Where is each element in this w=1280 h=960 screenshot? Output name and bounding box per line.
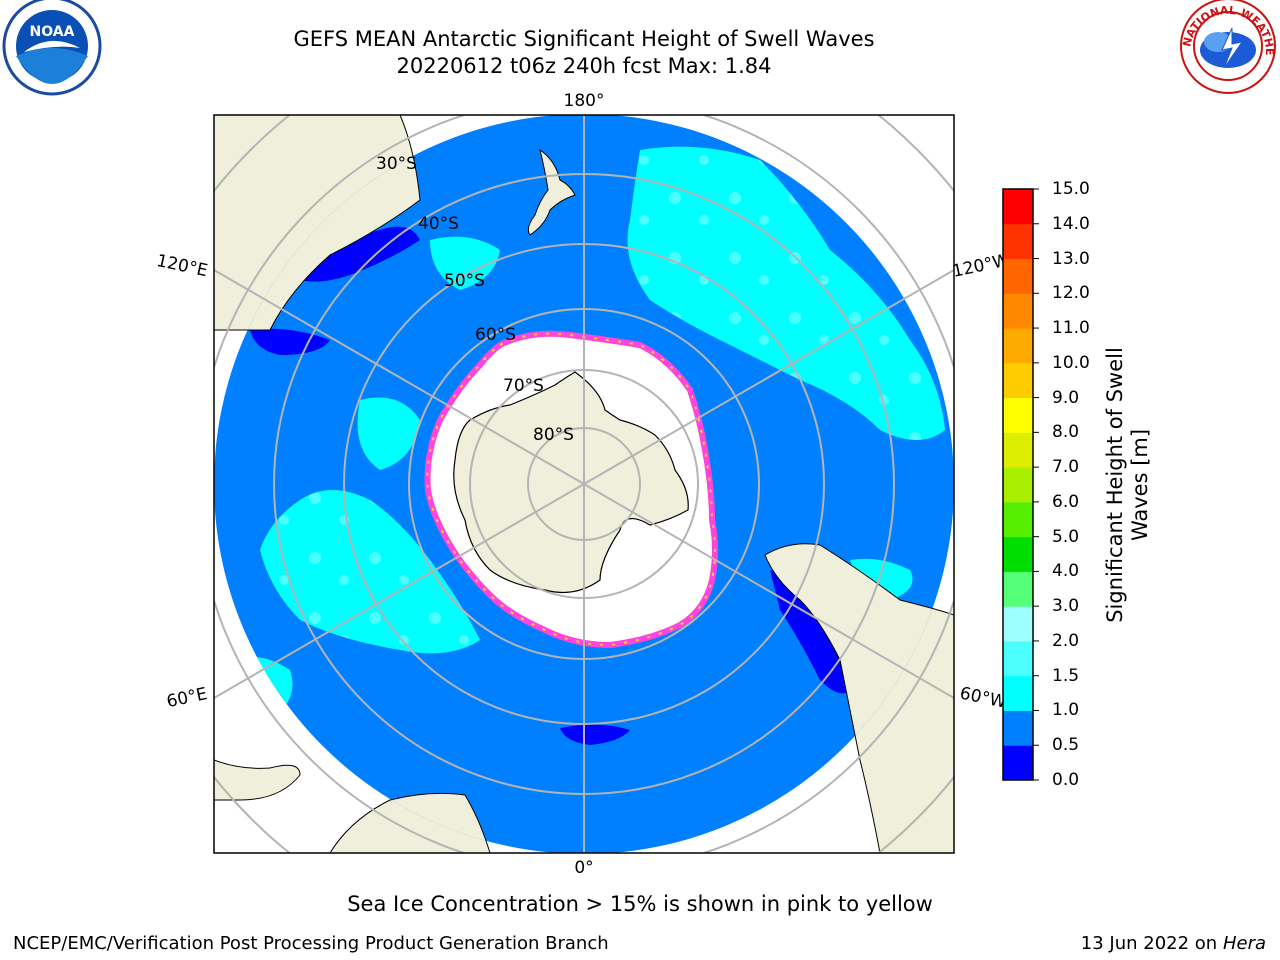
map-subtitle: 20220612 t06z 240h fcst Max: 1.84 [396,54,772,78]
colorbar-tick-label: 0.5 [1052,735,1080,756]
nws-logo-text: NATIONAL WEATHER SERVICE [0,0,1276,56]
colorbar-swatch [1003,536,1033,572]
noaa-logo-text: NOAA [30,24,75,40]
lon-label-60w: 60°W [958,683,1008,712]
colorbar-tick-label: 14.0 [1052,213,1090,234]
colorbar-swatch [1003,397,1033,433]
colorbar-swatch [1003,467,1033,503]
colorbar [1002,188,1039,781]
colorbar-tick-label: 15.0 [1052,179,1090,199]
colorbar-swatch [1003,293,1033,329]
colorbar-swatch [1003,710,1033,746]
colorbar-swatch [1003,606,1033,642]
colorbar-tick-label: 6.0 [1052,491,1080,512]
nws-logo: NATIONAL WEATHER SERVICE [0,0,1276,94]
sea-ice-note: Sea Ice Concentration > 15% is shown in … [347,892,933,916]
colorbar-tick-label: 9.0 [1052,387,1080,408]
colorbar-tick-label: 7.0 [1052,457,1080,478]
lat-label-50s: 50°S [444,271,485,291]
colorbar-swatch [1003,328,1033,364]
lat-label-60s: 60°S [475,325,516,345]
colorbar-tick-label: 5.0 [1052,526,1080,547]
colorbar-label-line2: Waves [m] [1128,428,1152,542]
noaa-logo: NOAA [2,0,102,96]
lon-label-0: 0° [574,858,593,878]
colorbar-swatch [1003,745,1033,781]
colorbar-swatch [1003,571,1033,607]
lat-label-70s: 70°S [503,376,544,396]
map-frame [213,114,955,854]
colorbar-swatch [1003,675,1033,711]
date-text: 13 Jun 2022 on Hera [1081,933,1266,954]
colorbar-tick-label: 2.0 [1052,630,1080,651]
machine-name: Hera [1222,933,1266,954]
lon-label-120e: 120°E [155,251,210,281]
colorbar-tick-label: 10.0 [1052,352,1090,373]
lat-label-40s: 40°S [418,214,459,234]
colorbar-tick-label: 11.0 [1052,318,1090,339]
colorbar-tick-label: 12.0 [1052,283,1090,304]
colorbar-label: Significant Height of Swell Waves [m] [1103,347,1153,623]
lat-label-80s: 80°S [533,425,574,445]
colorbar-swatch [1003,501,1033,538]
colorbar-swatch [1003,432,1033,468]
colorbar-label-line1: Significant Height of Swell [1103,347,1127,623]
colorbar-tick-label: 8.0 [1052,422,1080,443]
colorbar-tick-label: 0.0 [1052,770,1080,790]
colorbar-swatch [1003,640,1033,677]
colorbar-tick-label: 4.0 [1052,561,1080,582]
lon-label-180: 180° [564,91,605,111]
lat-label-30s: 30°S [376,154,417,174]
colorbar-swatch [1003,362,1033,399]
colorbar-tick-label: 1.5 [1052,665,1080,686]
colorbar-tick-label: 3.0 [1052,596,1080,617]
colorbar-tick-label: 1.0 [1052,700,1080,721]
colorbar-frame [1002,188,1034,781]
colorbar-swatch [1003,223,1033,260]
credit-text: NCEP/EMC/Verification Post Processing Pr… [13,933,609,954]
colorbar-tick-label: 13.0 [1052,248,1090,269]
colorbar-swatch [1003,258,1033,294]
colorbar-swatch [1003,189,1033,225]
lon-label-60e: 60°E [165,684,209,712]
date-value: 13 Jun 2022 on [1080,933,1218,954]
map-title: GEFS MEAN Antarctic Significant Height o… [293,27,875,51]
meridians [214,115,954,853]
